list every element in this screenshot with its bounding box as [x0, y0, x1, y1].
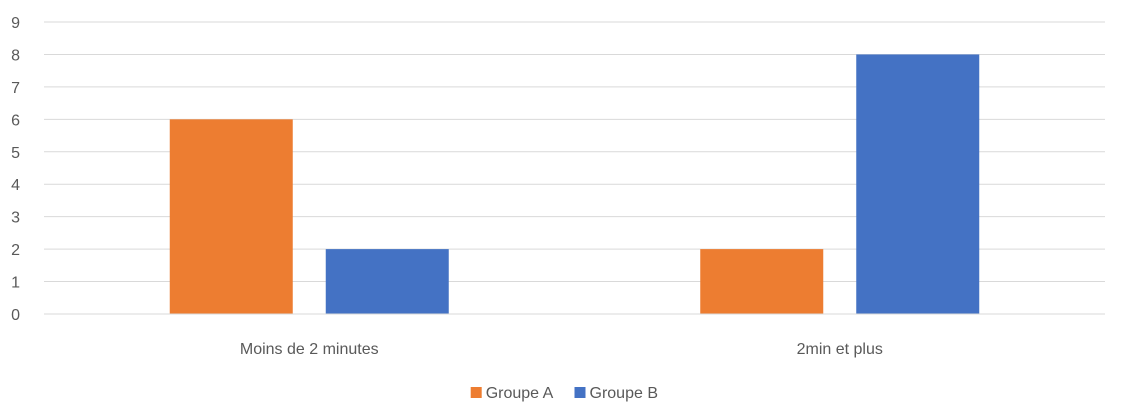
legend-label: Groupe A	[486, 385, 554, 402]
bar-groupe-a-1	[700, 249, 824, 314]
legend-swatch	[574, 387, 586, 398]
x-category-label: Moins de 2 minutes	[240, 341, 379, 358]
legend-label: Groupe B	[590, 385, 658, 402]
y-tick-label: 4	[11, 177, 20, 194]
y-tick-label: 3	[11, 210, 20, 227]
y-tick-label: 2	[11, 242, 20, 259]
y-tick-label: 1	[11, 275, 20, 292]
bar-groupe-b-0	[325, 249, 449, 314]
y-tick-label: 6	[11, 112, 20, 129]
x-axis-categories: Moins de 2 minutes 2min et plus	[240, 341, 883, 358]
bar-groupe-b-1	[856, 54, 980, 314]
y-tick-label: 7	[11, 80, 20, 97]
legend-swatch	[470, 387, 482, 398]
legend: Groupe A Groupe B	[470, 385, 658, 402]
bars	[169, 54, 980, 314]
y-tick-label: 8	[11, 47, 20, 64]
y-tick-label: 0	[11, 307, 20, 324]
bar-groupe-a-0	[169, 119, 293, 314]
y-axis-ticks: 0 1 2 3 4 5 6 7 8 9	[11, 15, 20, 324]
y-tick-label: 5	[11, 145, 20, 162]
y-tick-label: 9	[11, 15, 20, 32]
x-category-label: 2min et plus	[797, 341, 883, 358]
